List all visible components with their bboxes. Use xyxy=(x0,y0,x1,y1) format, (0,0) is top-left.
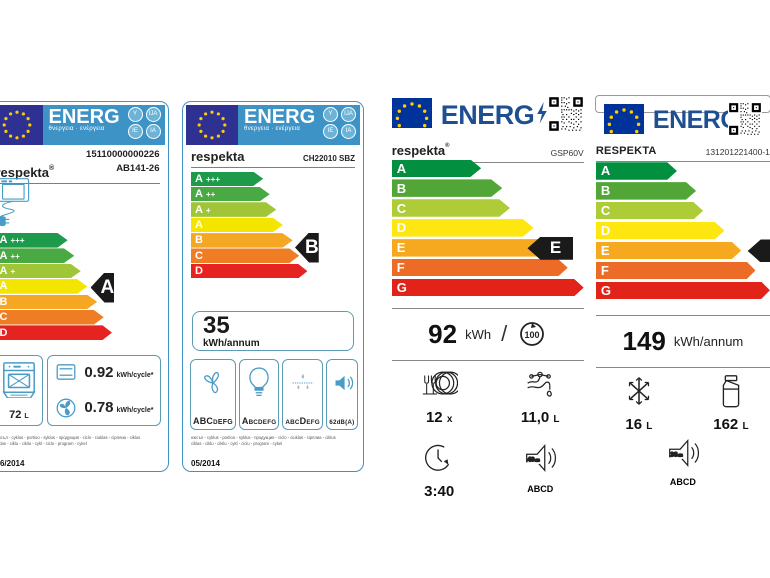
svg-text:38dB: 38dB xyxy=(670,452,683,459)
svg-text:100: 100 xyxy=(525,330,540,340)
svg-text:49dB: 49dB xyxy=(527,456,540,463)
